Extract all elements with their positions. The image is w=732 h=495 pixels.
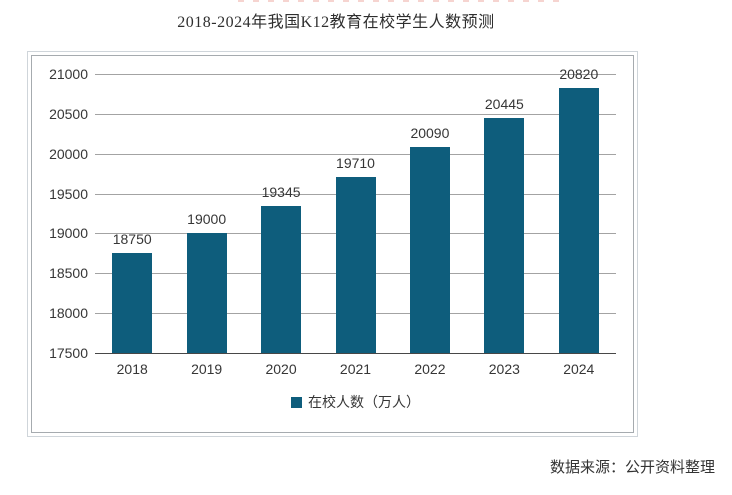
bar: [484, 118, 525, 353]
bar: [409, 146, 450, 353]
gridline: [95, 74, 616, 75]
bar-value-label: 19000: [187, 211, 227, 228]
bar: [261, 205, 302, 353]
y-tick-label: 20500: [49, 105, 88, 122]
gridline: [95, 153, 616, 155]
x-tick-label: 2022: [414, 361, 446, 377]
y-tick-label: 19500: [49, 185, 88, 202]
bar: [112, 253, 153, 353]
chart-title: 2018-2024年我国K12教育在校学生人数预测: [177, 14, 495, 31]
top-edge-artifact: [238, 0, 562, 2]
x-tick-label: 2023: [488, 361, 520, 377]
x-tick-label: 2019: [191, 361, 223, 377]
chart-frame: [27, 51, 638, 437]
bar-value-label: 20820: [559, 66, 599, 83]
x-tick-label: 2020: [265, 361, 297, 377]
legend-swatch-icon: [291, 396, 302, 408]
bar: [186, 233, 227, 353]
legend-label: 在校人数（万人）: [308, 394, 420, 410]
bar-value-label: 20090: [410, 124, 450, 141]
x-tick-label: 2018: [116, 361, 148, 377]
bar: [335, 176, 376, 353]
y-tick-label: 19000: [49, 225, 88, 242]
gridline: [95, 353, 616, 354]
y-tick-label: 18500: [49, 265, 88, 282]
bar-value-label: 20445: [484, 96, 524, 113]
chart-frame-inner-border: [31, 55, 634, 433]
bar-value-label: 19710: [336, 154, 375, 171]
y-tick-label: 20000: [49, 145, 88, 162]
y-tick-label: 18000: [49, 305, 88, 322]
legend: 在校人数（万人）: [95, 392, 616, 412]
source-note: 数据来源：公开资料整理: [549, 460, 715, 476]
gridline: [95, 113, 616, 115]
bar-value-label: 18750: [112, 231, 152, 248]
y-tick-label: 21000: [49, 66, 88, 82]
bar: [558, 88, 599, 353]
bar-value-label: 19345: [261, 183, 301, 200]
x-tick-label: 2021: [339, 361, 372, 377]
y-tick-label: 17500: [49, 345, 88, 361]
x-tick-label: 2024: [563, 361, 595, 377]
